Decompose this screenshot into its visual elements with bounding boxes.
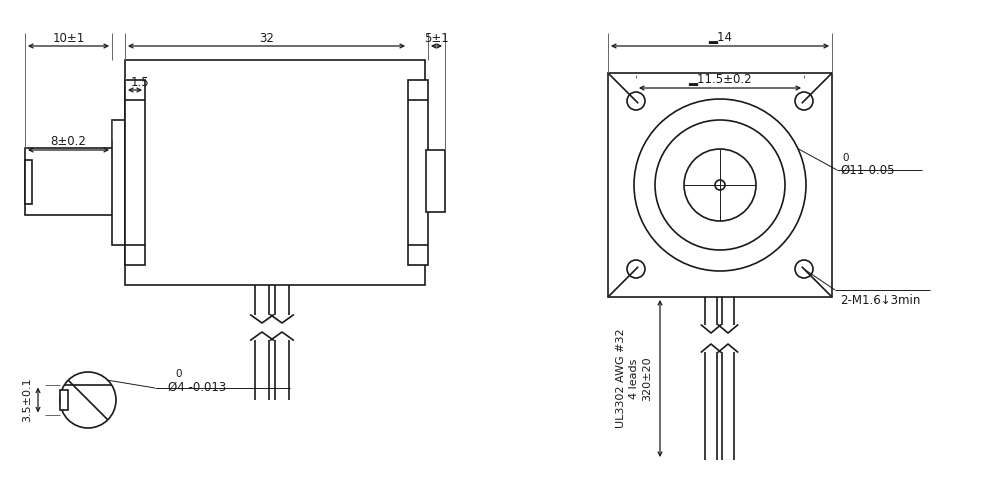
Circle shape (60, 372, 116, 428)
Bar (426, 150, 445, 212)
Text: 2-M1.6↓3min: 2-M1.6↓3min (840, 294, 920, 307)
Bar (125, 60, 425, 285)
Text: Ø11-0.05: Ø11-0.05 (840, 163, 895, 176)
Bar (25, 160, 32, 204)
Bar (125, 80, 145, 265)
Circle shape (627, 92, 645, 110)
Circle shape (795, 92, 813, 110)
Bar (25, 148, 115, 215)
Text: 320±20: 320±20 (642, 356, 652, 401)
Circle shape (655, 120, 785, 250)
Text: 1.5: 1.5 (131, 75, 149, 88)
Bar (112, 120, 127, 245)
Circle shape (795, 260, 813, 278)
Text: 4 leads: 4 leads (629, 358, 639, 399)
Bar (408, 80, 428, 265)
Circle shape (684, 149, 756, 221)
Text: 0: 0 (175, 369, 182, 379)
Text: 5±1: 5±1 (424, 32, 449, 45)
Text: ▂14: ▂14 (708, 31, 732, 44)
Text: 0: 0 (842, 153, 848, 163)
Circle shape (634, 99, 806, 271)
Text: 32: 32 (259, 32, 274, 45)
Circle shape (715, 180, 725, 190)
Text: UL3302 AWG #32: UL3302 AWG #32 (616, 329, 626, 428)
Bar (60, 390, 68, 410)
Circle shape (627, 260, 645, 278)
Bar (608, 73, 832, 297)
Text: 10±1: 10±1 (52, 32, 85, 45)
Text: ▂11.5±0.2: ▂11.5±0.2 (688, 72, 752, 86)
Text: 3.5±0.1: 3.5±0.1 (22, 378, 32, 422)
Text: 8±0.2: 8±0.2 (51, 135, 86, 147)
Text: Ø4 -0.013: Ø4 -0.013 (168, 381, 226, 394)
